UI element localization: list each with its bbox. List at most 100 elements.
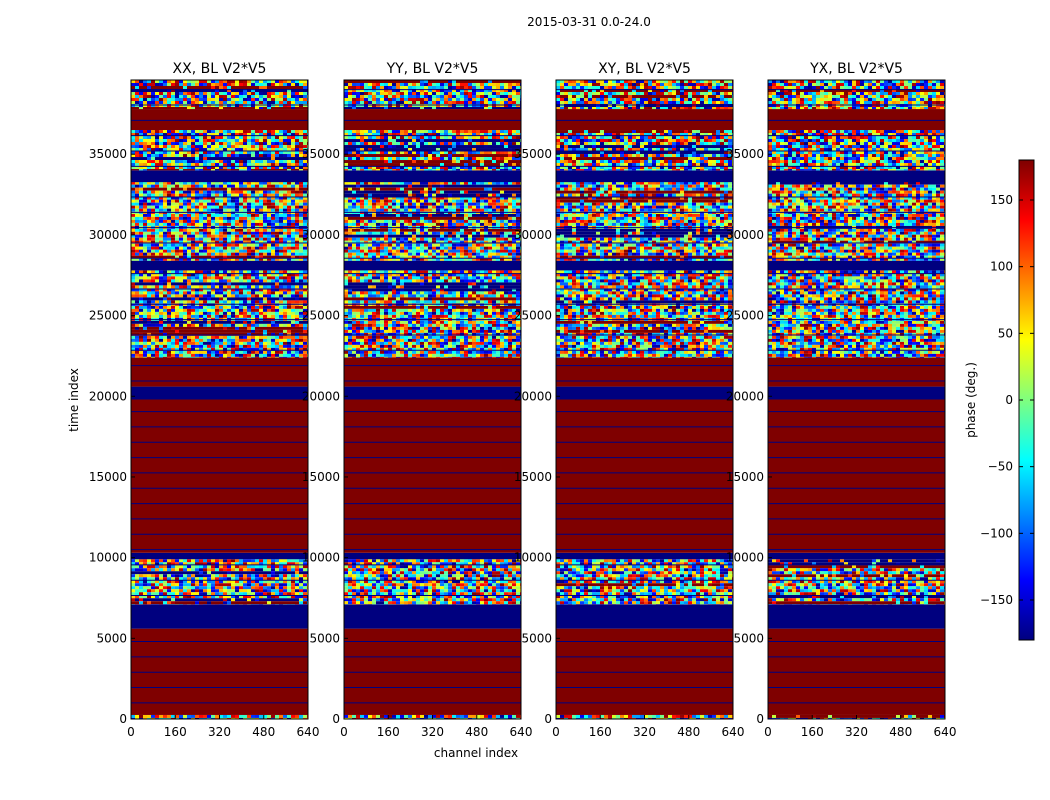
y-tick-label: 35000 — [302, 147, 340, 161]
time-band — [131, 80, 308, 110]
time-band — [768, 170, 945, 182]
time-band — [131, 552, 308, 560]
x-tick-label: 0 — [552, 725, 560, 739]
x-tick-label: 0 — [340, 725, 348, 739]
time-band — [556, 231, 733, 261]
panel-title: YX, BL V2*V5 — [809, 61, 903, 77]
time-band — [556, 559, 733, 581]
y-tick-label: 0 — [544, 712, 552, 726]
time-band — [556, 305, 733, 358]
time-band — [768, 386, 945, 400]
colorbar-tick-label: 0 — [1005, 393, 1013, 407]
time-band — [768, 399, 945, 553]
time-band — [131, 604, 308, 629]
time-band — [556, 714, 733, 719]
y-tick-label: 30000 — [89, 228, 127, 242]
panel-xy: XY, BL V2*V5 0 160 320 480 640 0 5000 10000 15000… — [514, 61, 745, 739]
panel-yy: YY, BL V2*V5 0 160 320 480 640 0 5000 10000 15000… — [302, 61, 533, 739]
time-band — [131, 109, 308, 131]
y-tick-label: 10000 — [302, 551, 340, 565]
x-tick-label: 320 — [845, 725, 868, 739]
time-band — [556, 580, 733, 605]
x-tick-label: 640 — [934, 725, 957, 739]
time-band — [768, 305, 945, 358]
time-band — [344, 270, 521, 306]
time-band — [556, 270, 733, 306]
panel-title: XX, BL V2*V5 — [173, 61, 267, 77]
time-band — [344, 260, 521, 271]
time-band — [768, 213, 945, 232]
y-tick-label: 15000 — [726, 470, 764, 484]
y-tick-label: 20000 — [302, 389, 340, 403]
x-tick-label: 160 — [801, 725, 824, 739]
y-tick-label: 30000 — [726, 228, 764, 242]
y-tick-label: 35000 — [726, 147, 764, 161]
time-band — [768, 714, 945, 719]
time-band — [556, 109, 733, 131]
time-band — [344, 386, 521, 400]
time-band — [344, 357, 521, 387]
time-band — [131, 559, 308, 581]
time-band — [131, 357, 308, 387]
time-band — [768, 260, 945, 271]
y-tick-label: 0 — [756, 712, 764, 726]
time-band — [768, 231, 945, 261]
time-band — [768, 604, 945, 629]
y-tick-label: 35000 — [89, 147, 127, 161]
time-band — [556, 357, 733, 387]
colorbar-tick-label: 100 — [990, 260, 1013, 274]
time-band — [556, 213, 733, 232]
x-tick-label: 640 — [510, 725, 533, 739]
colorbar: 150 100 50 0 −50 −100 −150 phase (deg.) — [964, 159, 1035, 641]
time-band — [344, 130, 521, 171]
y-tick-label: 20000 — [514, 389, 552, 403]
time-band — [131, 231, 308, 261]
y-tick-label: 15000 — [514, 470, 552, 484]
time-band — [556, 170, 733, 182]
time-band — [768, 357, 945, 387]
y-tick-label: 25000 — [302, 309, 340, 323]
time-band — [131, 580, 308, 605]
panels-group: XX, BL V2*V5 0 160 320 480 640 0 5000 10000 15000… — [89, 61, 957, 739]
colorbar-label: phase (deg.) — [964, 362, 978, 438]
y-tick-label: 25000 — [514, 309, 552, 323]
y-tick-label: 5000 — [733, 631, 764, 645]
y-tick-label: 15000 — [89, 470, 127, 484]
x-tick-label: 480 — [889, 725, 912, 739]
time-band — [768, 109, 945, 131]
heatmap-image — [768, 80, 945, 719]
y-tick-label: 30000 — [302, 228, 340, 242]
time-band — [131, 386, 308, 400]
colorbar-tick-label: 150 — [990, 193, 1013, 207]
colorbar-tick-label: 50 — [998, 326, 1013, 340]
colorbar-tick-label: −50 — [988, 460, 1013, 474]
y-tick-label: 0 — [332, 712, 340, 726]
x-tick-label: 640 — [297, 725, 320, 739]
time-band — [344, 580, 521, 605]
time-band — [131, 714, 308, 719]
x-tick-label: 480 — [465, 725, 488, 739]
time-band — [768, 270, 945, 306]
x-tick-label: 320 — [633, 725, 656, 739]
time-band — [131, 170, 308, 182]
y-tick-label: 30000 — [514, 228, 552, 242]
panel-title: YY, BL V2*V5 — [386, 61, 479, 77]
colorbar-tick-label: −100 — [980, 526, 1013, 540]
time-band — [344, 559, 521, 581]
x-tick-label: 160 — [589, 725, 612, 739]
heatmap-image — [556, 80, 733, 719]
time-band — [344, 213, 521, 232]
time-band — [768, 580, 945, 605]
y-tick-label: 10000 — [726, 551, 764, 565]
x-tick-label: 480 — [677, 725, 700, 739]
time-band — [344, 231, 521, 261]
time-band — [768, 181, 945, 214]
time-band — [768, 559, 945, 581]
y-axis-label: time index — [67, 368, 81, 432]
y-tick-label: 5000 — [309, 631, 340, 645]
time-band — [131, 399, 308, 553]
panel-xx: XX, BL V2*V5 0 160 320 480 640 0 5000 10000 15000… — [89, 61, 320, 739]
y-tick-label: 20000 — [726, 389, 764, 403]
panel-yx: YX, BL V2*V5 0 160 320 480 640 0 5000 10000 15000… — [726, 61, 957, 739]
time-band — [556, 386, 733, 400]
